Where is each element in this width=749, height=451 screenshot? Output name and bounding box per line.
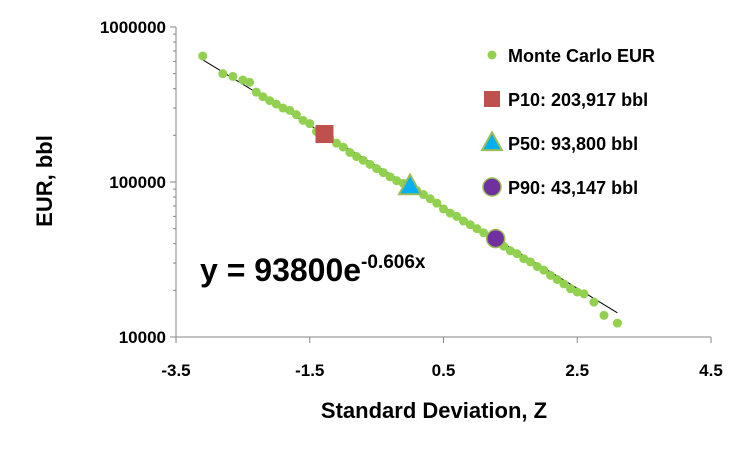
x-axis-title: Standard Deviation, Z — [321, 398, 547, 423]
monte-carlo-point — [519, 254, 529, 264]
monte-carlo-point — [378, 168, 388, 178]
monte-carlo-point — [599, 310, 609, 320]
legend-item-p90-marker — [482, 177, 502, 197]
monte-carlo-point — [612, 318, 622, 328]
monte-carlo-point — [552, 274, 562, 284]
monte-carlo-point — [365, 159, 375, 169]
monte-carlo-point — [452, 211, 462, 221]
legend: Monte Carlo EUR P10: 203,917 bbl P50: 93,8… — [480, 46, 655, 198]
monte-carlo-point — [439, 204, 448, 214]
monte-carlo-point — [345, 147, 355, 157]
monte-carlo-point — [245, 77, 255, 87]
monte-carlo-point — [258, 92, 268, 102]
x-tick-label: -1.5 — [295, 361, 324, 380]
x-tick-label: 4.5 — [699, 361, 723, 380]
y-tick-label: 1000000 — [100, 18, 166, 37]
axis-titles: Standard Deviation, Z EUR, bbl — [32, 135, 547, 423]
monte-carlo-point — [265, 96, 275, 106]
svg-text:y = 93800e-0.606x: y = 93800e-0.606x — [200, 252, 426, 288]
monte-carlo-point — [566, 284, 576, 294]
monte-carlo-point — [251, 87, 261, 97]
monte-carlo-point — [532, 261, 542, 271]
y-axis-title: EUR, bbl — [32, 135, 57, 227]
monte-carlo-point — [525, 257, 535, 267]
monte-carlo-point — [559, 279, 569, 289]
monte-carlo-point — [579, 289, 589, 299]
monte-carlo-point — [465, 220, 475, 230]
equation-base: y = 93800e — [200, 252, 361, 288]
data-points — [198, 51, 622, 328]
monte-carlo-point — [338, 142, 348, 152]
monte-carlo-point — [358, 155, 368, 165]
legend-item-monte-carlo-label: Monte Carlo EUR — [508, 46, 655, 66]
monte-carlo-point — [512, 249, 522, 259]
legend-item-p10-label: P10: 203,917 bbl — [508, 90, 648, 110]
monte-carlo-point — [291, 110, 301, 120]
monte-carlo-point — [372, 164, 382, 174]
monte-carlo-point — [418, 190, 428, 200]
monte-carlo-point — [385, 172, 395, 182]
legend-item-monte-carlo-marker — [487, 50, 497, 60]
monte-carlo-point — [305, 119, 315, 129]
monte-carlo-point — [332, 138, 341, 148]
monte-carlo-point — [589, 297, 599, 307]
monte-carlo-point — [218, 69, 228, 79]
monte-carlo-point — [271, 99, 281, 109]
tick-labels: 10000 100000 1000000 -3.5 -1.5 0.5 2.5 4.5 — [100, 18, 723, 380]
monte-carlo-point — [472, 224, 482, 234]
trendline-equation: y = 93800e-0.606x — [200, 252, 426, 288]
y-tick-label: 100000 — [109, 173, 166, 192]
x-tick-label: 2.5 — [565, 361, 589, 380]
p50-marker — [397, 172, 423, 196]
monte-carlo-point — [352, 152, 362, 162]
p10-marker — [315, 125, 334, 144]
monte-carlo-point — [298, 115, 308, 125]
monte-carlo-point — [432, 198, 442, 208]
legend-item-p10-marker — [484, 91, 500, 107]
monte-carlo-point — [445, 208, 455, 218]
monte-carlo-point — [285, 105, 295, 115]
monte-carlo-point — [228, 71, 238, 81]
x-tick-label: -3.5 — [161, 361, 190, 380]
legend-item-p90-label: P90: 43,147 bbl — [508, 178, 638, 198]
monte-carlo-point — [425, 194, 435, 204]
monte-carlo-point — [198, 51, 208, 61]
axes — [170, 26, 712, 343]
x-tick-label: 0.5 — [432, 361, 456, 380]
equation-exponent: -0.606x — [361, 252, 426, 273]
monte-carlo-point — [479, 228, 489, 238]
legend-item-p50-marker — [480, 130, 504, 152]
monte-carlo-point — [539, 265, 549, 275]
monte-carlo-point — [546, 270, 555, 280]
p90-marker — [485, 228, 506, 249]
y-tick-label: 10000 — [119, 328, 166, 347]
monte-carlo-point — [459, 216, 469, 226]
legend-item-p50-label: P50: 93,800 bbl — [508, 134, 638, 154]
